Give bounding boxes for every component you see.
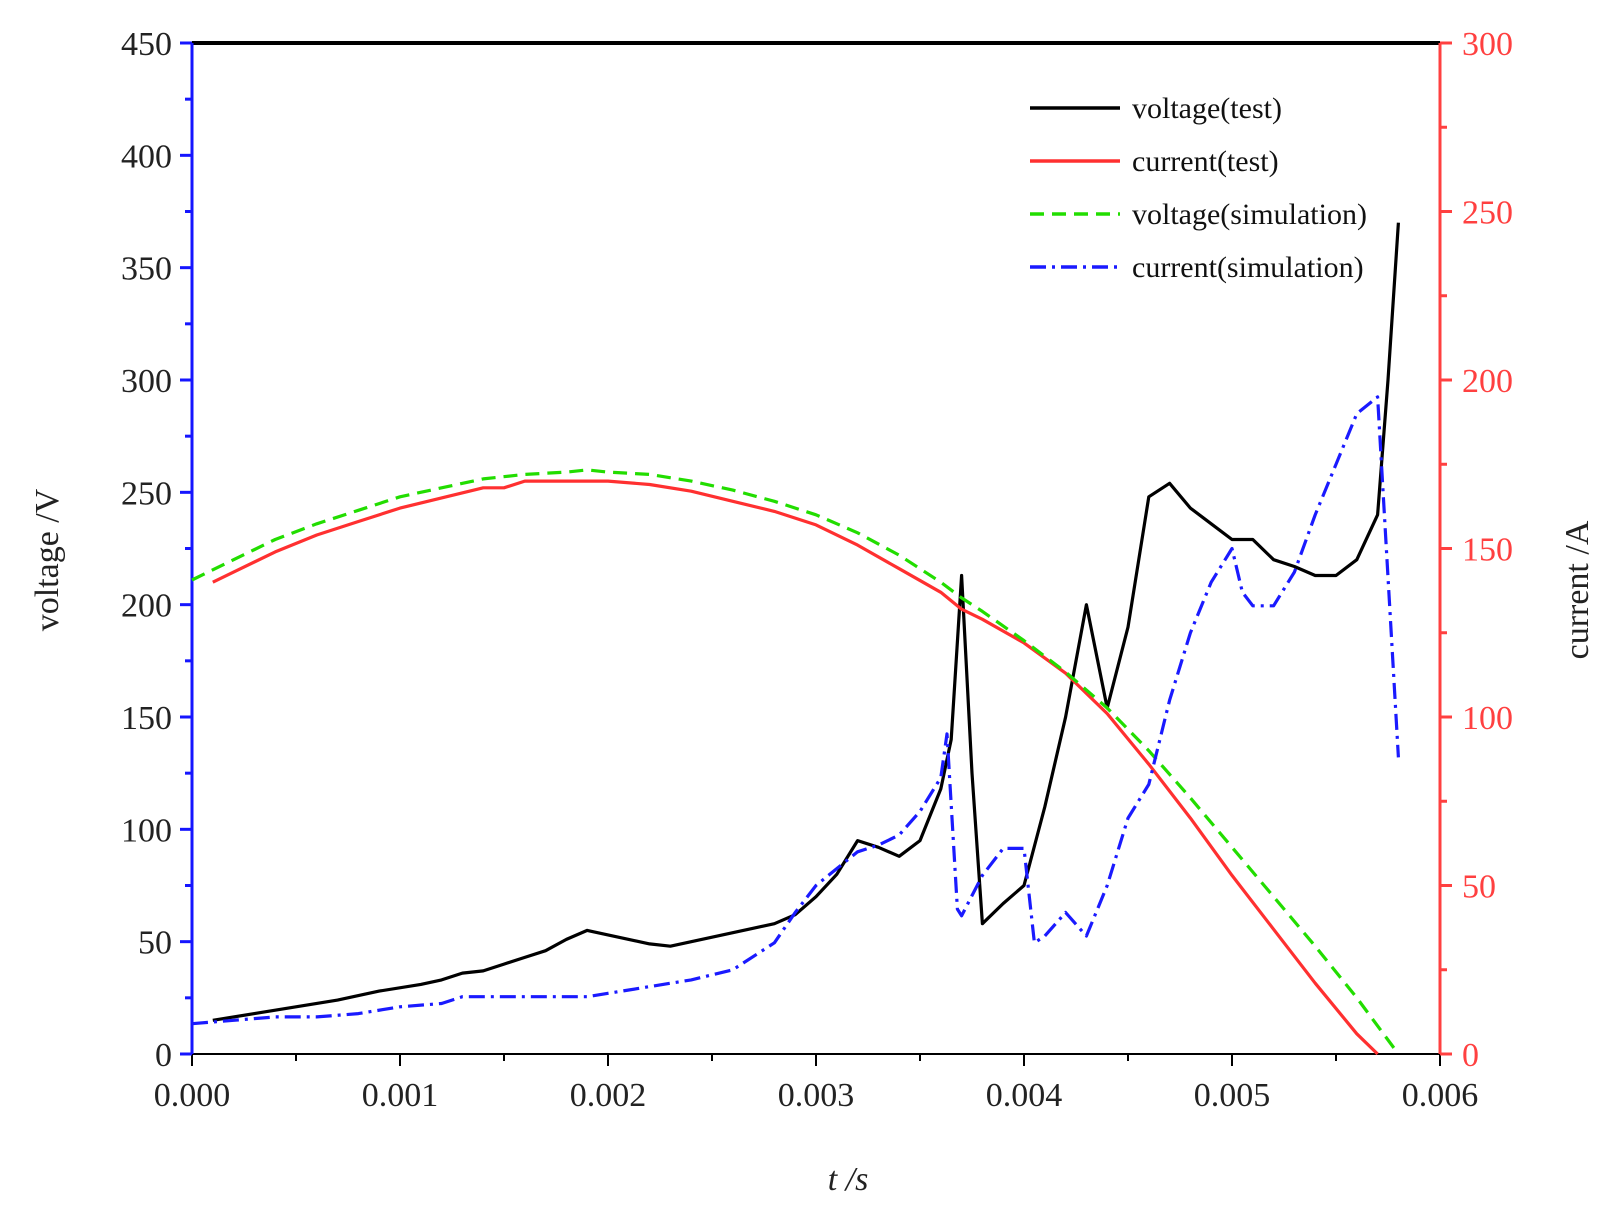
x-tick-label: 0.000 — [154, 1077, 231, 1114]
y-left-tick-label: 50 — [138, 925, 172, 962]
x-tick-label: 0.004 — [986, 1077, 1063, 1114]
series-layer — [191, 222, 1400, 1056]
y-left-tick-label: 0 — [155, 1037, 172, 1074]
x-tick-label: 0.005 — [1194, 1077, 1271, 1114]
y-left-tick-label: 300 — [121, 363, 172, 400]
y-right-tick-label: 50 — [1462, 869, 1496, 906]
y-left-tick-label: 150 — [121, 700, 172, 737]
x-tick-label: 0.003 — [778, 1077, 855, 1114]
y-left-tick-label: 350 — [121, 251, 172, 288]
series-line-current-simulation — [191, 395, 1400, 1026]
legend: voltage(test) current(test) voltage(simula… — [1030, 92, 1367, 284]
y-left-tick-label: 450 — [121, 26, 172, 63]
x-axis: 0.000 0.001 0.002 0.003 0.004 0.005 0.006 — [154, 1054, 1479, 1114]
y-right-tick-label: 200 — [1462, 363, 1513, 400]
y-left-axis: 0 50 100 150 200 250 300 350 400 450 — [121, 26, 192, 1074]
legend-label: current(test) — [1132, 145, 1279, 178]
x-tick-label: 0.002 — [570, 1077, 647, 1114]
y-right-tick-label: 250 — [1462, 195, 1513, 232]
x-tick-label: 0.006 — [1402, 1077, 1479, 1114]
x-tick-label: 0.001 — [362, 1077, 439, 1114]
y-right-axis: 0 50 100 150 200 250 300 — [1440, 26, 1513, 1074]
series-line-voltage-test — [212, 222, 1400, 1022]
y-right-tick-label: 0 — [1462, 1037, 1479, 1074]
y-right-tick-label: 150 — [1462, 532, 1513, 569]
y-left-tick-label: 400 — [121, 138, 172, 175]
y-right-tick-label: 300 — [1462, 26, 1513, 63]
series-line-voltage-simulation — [191, 468, 1400, 1055]
x-axis-title: t /s — [828, 1161, 869, 1198]
y-right-axis-title: current /A — [1559, 520, 1596, 659]
y-right-tick-label: 100 — [1462, 700, 1513, 737]
legend-label: voltage(simulation) — [1132, 198, 1367, 231]
legend-label: voltage(test) — [1132, 92, 1282, 125]
y-left-tick-label: 200 — [121, 588, 172, 625]
series-line-current-test — [212, 479, 1379, 1056]
y-left-axis-title: voltage /V — [29, 488, 66, 631]
y-left-tick-label: 250 — [121, 475, 172, 512]
legend-label: current(simulation) — [1132, 251, 1364, 284]
y-left-tick-label: 100 — [121, 812, 172, 849]
